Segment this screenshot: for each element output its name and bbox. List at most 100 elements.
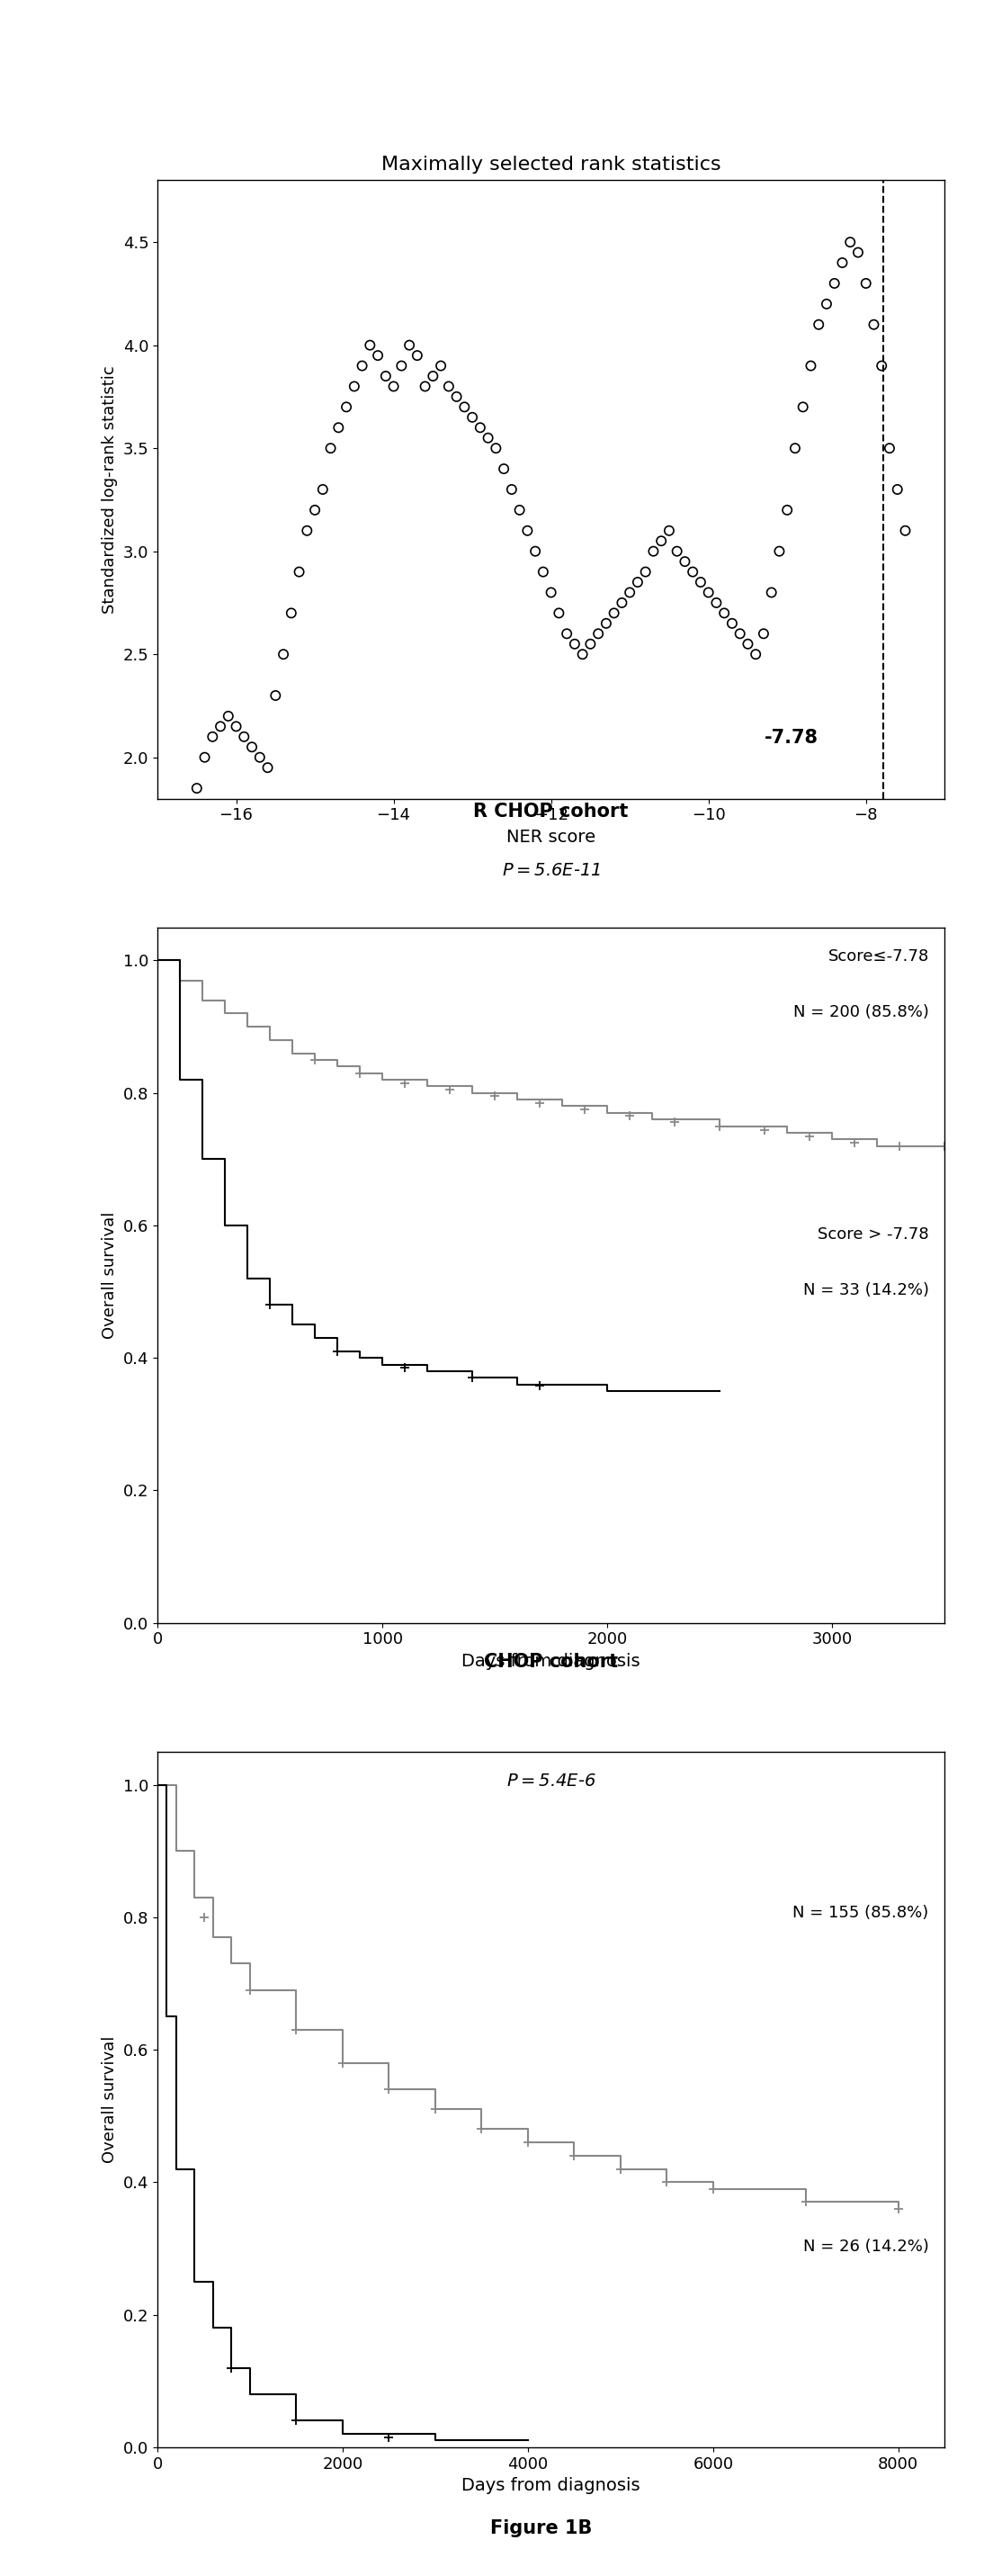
X-axis label: Days from diagnosis: Days from diagnosis (461, 2478, 641, 2494)
Point (488, 428, 504, 469)
Point (409, 335, 425, 376)
Point (315, 469, 331, 510)
Point (378, 355, 394, 397)
X-axis label: NER score: NER score (507, 829, 595, 845)
Point (512, 489, 527, 531)
X-axis label: Days from diagnosis: Days from diagnosis (461, 1654, 641, 1669)
Point (370, 335, 386, 376)
Text: -7.78: -7.78 (765, 729, 819, 747)
Point (630, 562, 646, 603)
Point (307, 489, 323, 531)
Point (834, 242, 850, 283)
Point (331, 407, 346, 448)
Text: N = 33 (14.2%): N = 33 (14.2%) (803, 1283, 929, 1298)
Point (779, 489, 795, 531)
Point (701, 572, 716, 613)
Title: Maximally selected rank statistics: Maximally selected rank statistics (381, 157, 721, 175)
Point (268, 675, 283, 716)
Text: CHOP cohort: CHOP cohort (484, 1654, 618, 1669)
Point (323, 428, 338, 469)
Point (346, 366, 362, 407)
Point (811, 304, 827, 345)
Point (685, 551, 701, 592)
Point (236, 716, 252, 757)
Text: Score≤-7.78: Score≤-7.78 (828, 948, 929, 963)
Point (614, 582, 630, 623)
Text: N = 26 (14.2%): N = 26 (14.2%) (803, 2239, 929, 2254)
Point (252, 737, 268, 778)
Point (559, 613, 575, 654)
Point (716, 592, 732, 634)
Point (543, 572, 559, 613)
Point (472, 407, 488, 448)
Point (874, 345, 890, 386)
Point (213, 706, 228, 747)
Point (819, 283, 834, 325)
Text: $P$ = 5.4E-6: $P$ = 5.4E-6 (506, 1772, 596, 1790)
Point (276, 634, 291, 675)
Point (496, 448, 512, 489)
Point (386, 366, 401, 407)
Text: $P$ = 5.6E-11: $P$ = 5.6E-11 (502, 863, 600, 878)
Text: Figure 1B: Figure 1B (490, 2519, 592, 2537)
Point (795, 386, 811, 428)
Point (449, 376, 464, 417)
Point (882, 428, 897, 469)
Text: N = 200 (85.8%): N = 200 (85.8%) (793, 1005, 929, 1020)
Point (803, 345, 819, 386)
Point (598, 603, 614, 644)
Text: N = 155 (85.8%): N = 155 (85.8%) (793, 1904, 929, 1922)
Point (338, 386, 354, 428)
Point (732, 613, 748, 654)
Point (583, 623, 598, 665)
Point (890, 469, 905, 510)
Point (764, 572, 779, 613)
Point (827, 263, 842, 304)
Point (653, 520, 669, 562)
Text: R CHOP cohort: R CHOP cohort (473, 804, 629, 819)
Point (504, 469, 520, 510)
Point (480, 417, 496, 459)
Point (362, 325, 378, 366)
Point (417, 366, 433, 407)
Point (299, 510, 315, 551)
Point (354, 345, 370, 386)
Point (606, 592, 622, 634)
Point (866, 304, 882, 345)
Point (897, 510, 913, 551)
Point (708, 582, 724, 623)
Point (771, 531, 787, 572)
Point (197, 737, 213, 778)
Point (567, 623, 583, 665)
Point (693, 562, 708, 603)
Point (244, 726, 260, 768)
Point (520, 510, 535, 551)
Point (425, 355, 441, 397)
Point (677, 541, 693, 582)
Point (283, 592, 299, 634)
Point (527, 531, 543, 572)
Point (401, 325, 417, 366)
Point (622, 572, 638, 613)
Point (441, 366, 457, 407)
Point (433, 345, 449, 386)
Point (260, 747, 276, 788)
Point (220, 696, 236, 737)
Point (291, 551, 307, 592)
Y-axis label: Overall survival: Overall survival (102, 1211, 118, 1340)
Point (858, 263, 874, 304)
Y-axis label: Standardized log-rank statistic: Standardized log-rank statistic (101, 366, 118, 613)
Y-axis label: Overall survival: Overall survival (102, 2035, 118, 2164)
Point (590, 613, 606, 654)
Point (205, 716, 220, 757)
Point (189, 768, 205, 809)
Point (228, 706, 244, 747)
Text: Score > -7.78: Score > -7.78 (818, 1226, 929, 1242)
Point (535, 551, 551, 592)
Point (850, 232, 866, 273)
Point (394, 345, 409, 386)
Point (457, 386, 472, 428)
Point (787, 428, 803, 469)
Point (669, 531, 685, 572)
Point (646, 531, 661, 572)
